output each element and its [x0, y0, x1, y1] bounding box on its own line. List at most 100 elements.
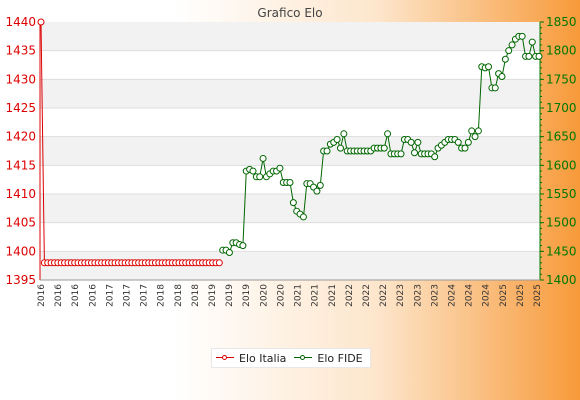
data-point-elo-fide: [239, 242, 247, 250]
x-tick-label: 2017: [123, 284, 133, 307]
y-left-tick-label: 1400: [5, 244, 36, 258]
data-point-elo-fide: [508, 41, 516, 49]
grid-band: [40, 79, 540, 108]
y-left-tick-label: 1420: [5, 130, 36, 144]
legend-item-elo-fide[interactable]: Elo FIDE: [294, 351, 363, 365]
x-tick-label: 2023: [413, 284, 423, 307]
data-point-elo-fide: [411, 149, 418, 157]
data-point-elo-fide: [518, 32, 526, 40]
y-right-tick-label: 1550: [546, 187, 577, 201]
x-tick-label: 2020: [259, 284, 269, 307]
y-right-tick-label: 1450: [546, 244, 577, 258]
y-right-tick-label: 1850: [546, 15, 577, 29]
data-point-elo-fide: [505, 47, 513, 55]
data-point-elo-fide: [316, 181, 324, 189]
x-tick-label: 2017: [105, 284, 115, 307]
y-right-tick-label: 1750: [546, 72, 577, 86]
x-tick-label: 2022: [379, 284, 389, 307]
data-point-elo-fide: [249, 167, 257, 175]
x-tick-label: 2025: [533, 284, 543, 307]
y-left-tick-label: 1415: [5, 158, 36, 172]
data-point-elo-fide: [259, 154, 267, 162]
data-point-elo-fide: [468, 127, 476, 135]
data-point-elo-fide: [464, 138, 472, 146]
legend-label-elo-fide: Elo FIDE: [317, 351, 363, 365]
legend: Elo Italia Elo FIDE: [211, 348, 371, 368]
data-point-elo-fide: [431, 153, 439, 161]
x-tick-label: 2019: [242, 284, 252, 307]
data-point-elo-fide: [407, 138, 415, 146]
legend-marker-elo-italia: [216, 353, 234, 363]
x-tick-label: 2019: [225, 284, 235, 307]
data-point-elo-fide: [485, 63, 493, 71]
data-point-elo-fide: [501, 55, 509, 63]
y-right-tick-label: 1500: [546, 216, 577, 230]
legend-item-elo-italia[interactable]: Elo Italia: [216, 352, 286, 365]
data-point-elo-fide: [286, 179, 294, 187]
y-axis-right: 1400 1450 1500 1550 1600 1650 1700 1750 1800 1850: [540, 15, 577, 287]
data-point-elo-fide: [474, 127, 482, 135]
data-point-elo-fide: [276, 164, 284, 172]
x-tick-label: 2016: [88, 284, 98, 307]
data-point-elo-fide: [256, 173, 264, 181]
x-tick-label: 2024: [465, 284, 475, 307]
data-point-elo-fide: [397, 150, 405, 158]
data-point-elo-fide: [323, 147, 331, 155]
y-left-tick-label: 1435: [5, 44, 36, 58]
x-tick-label: 2024: [447, 284, 457, 307]
x-tick-label: 2018: [174, 284, 184, 307]
data-point-elo-fide: [289, 199, 297, 207]
y-left-tick-label: 1440: [5, 15, 36, 29]
y-right-tick-label: 1700: [546, 101, 577, 115]
x-tick-label: 2022: [345, 284, 355, 307]
data-point-elo-fide: [384, 130, 392, 138]
data-point-elo-italia: [215, 259, 223, 267]
data-point-elo-fide: [525, 52, 533, 60]
x-tick-label: 2024: [482, 284, 492, 307]
data-point-elo-fide: [336, 144, 344, 152]
y-right-tick-label: 1400: [546, 273, 577, 287]
legend-label-elo-italia: Elo Italia: [239, 351, 287, 365]
series-elo-fide: [219, 32, 543, 256]
data-point-elo-fide: [471, 133, 479, 141]
y-left-tick-label: 1405: [5, 216, 36, 230]
axes: [39, 22, 541, 281]
x-tick-label: 2023: [430, 284, 440, 307]
data-point-elo-fide: [414, 138, 422, 146]
y-left-tick-label: 1425: [5, 101, 36, 115]
data-point-elo-fide: [380, 144, 388, 152]
data-point-elo-fide: [340, 130, 348, 138]
data-point-elo-fide: [313, 187, 321, 195]
y-left-tick-label: 1410: [5, 187, 36, 201]
y-right-tick-label: 1800: [546, 44, 577, 58]
legend-marker-elo-fide: [294, 353, 313, 363]
data-point-elo-fide: [498, 72, 506, 80]
y-right-tick-label: 1600: [546, 158, 577, 172]
y-left-tick-label: 1430: [5, 72, 36, 86]
x-tick-label: 2021: [294, 284, 304, 307]
data-point-elo-fide: [528, 38, 536, 46]
grid-bands: [40, 22, 540, 281]
x-tick-label: 2025: [499, 284, 509, 307]
x-tick-label: 2020: [276, 284, 286, 307]
data-point-elo-fide: [225, 248, 233, 256]
data-point-elo-fide: [491, 84, 499, 92]
x-tick-label: 2018: [191, 284, 201, 307]
data-point-elo-fide: [333, 136, 341, 144]
x-tick-label: 2016: [71, 284, 81, 307]
x-tick-label: 2016: [54, 284, 64, 307]
data-point-elo-fide: [299, 213, 307, 221]
series-elo-italia: [37, 18, 223, 267]
x-tick-label: 2017: [140, 284, 150, 307]
y-right-tick-label: 1650: [546, 130, 577, 144]
y-left-tick-label: 1395: [5, 273, 36, 287]
grid-band: [40, 22, 540, 51]
x-tick-label: 2016: [37, 284, 47, 307]
data-point-elo-fide: [461, 144, 469, 152]
x-tick-label: 2021: [328, 284, 338, 307]
x-tick-label: 2025: [516, 284, 526, 307]
data-point-elo-italia: [37, 18, 45, 26]
x-tick-label: 2019: [208, 284, 218, 307]
